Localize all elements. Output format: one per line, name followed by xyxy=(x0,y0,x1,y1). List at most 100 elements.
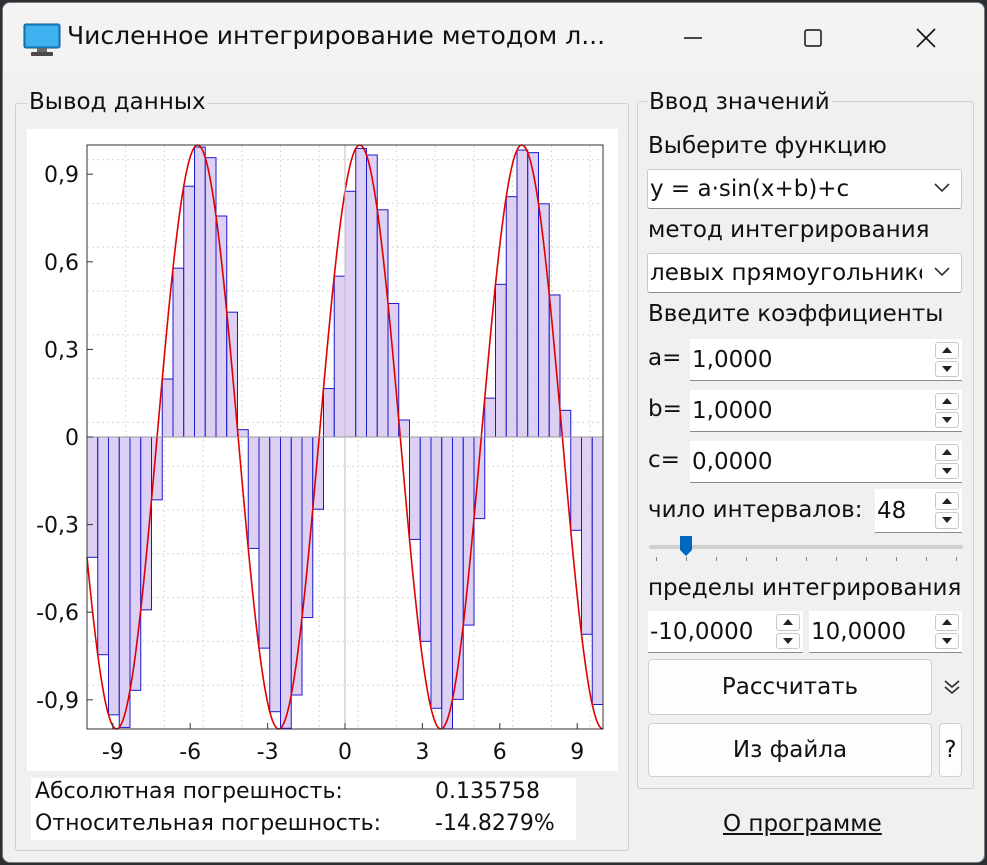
x-tick-label: -3 xyxy=(257,740,279,765)
integration-bar xyxy=(441,436,453,730)
output-group xyxy=(15,103,629,851)
rel-error-label: Относительная погрешность: xyxy=(35,811,382,836)
title-bar: Численное интегрирование методом л... xyxy=(3,3,984,73)
integration-bar xyxy=(516,149,529,438)
triangle-up-icon xyxy=(942,619,952,626)
intervals-spinbox[interactable]: 48 xyxy=(875,489,962,533)
integration-bar xyxy=(247,436,260,549)
intervals-increment-button[interactable] xyxy=(935,492,959,510)
integration-bar xyxy=(237,429,249,438)
lower-limit-value: -10,0000 xyxy=(650,618,754,645)
c-decrement-button[interactable] xyxy=(935,462,959,479)
integration-bar xyxy=(505,196,518,438)
window-title: Численное интегрирование методом л... xyxy=(67,21,606,50)
upper-limit-value: 10,0000 xyxy=(811,618,907,645)
slider-tick xyxy=(716,557,717,561)
from-file-button[interactable]: Из файла xyxy=(648,723,932,777)
lower-limit-spinbox[interactable]: -10,0000 xyxy=(648,611,803,653)
a-increment-button[interactable] xyxy=(935,342,959,359)
function-label: Выберите функцию xyxy=(648,133,887,159)
integration-bar xyxy=(581,436,593,635)
triangle-down-icon xyxy=(942,467,952,474)
function-select-value: y = a·sin(x+b)+c xyxy=(650,176,850,202)
b-spinbox[interactable]: 1,0000 xyxy=(690,390,962,432)
integration-bar xyxy=(452,436,464,700)
abs-error-value: 0.135758 xyxy=(435,779,540,804)
overflow-chevrons-icon[interactable] xyxy=(943,679,961,695)
upper-limit-spinbox[interactable]: 10,0000 xyxy=(809,611,962,653)
output-group-title: Вывод данных xyxy=(27,89,208,115)
method-label: метод интегрирования xyxy=(648,217,930,243)
c-spinbox[interactable]: 0,0000 xyxy=(690,441,962,483)
x-tick-label: 6 xyxy=(493,740,507,765)
y-tick-label: -0,6 xyxy=(36,601,79,626)
method-select[interactable]: левых прямоугольников xyxy=(647,253,962,293)
integration-bar xyxy=(409,436,421,540)
b-increment-button[interactable] xyxy=(935,393,959,410)
slider-tick xyxy=(956,557,957,561)
minimize-icon xyxy=(684,37,702,39)
triangle-up-icon xyxy=(783,619,793,626)
slider-handle[interactable] xyxy=(679,535,693,557)
slider-tick xyxy=(836,557,837,561)
upper-limit-increment-button[interactable] xyxy=(935,614,959,631)
a-label: a= xyxy=(648,345,682,371)
integration-bar xyxy=(183,185,195,438)
minimize-button[interactable] xyxy=(633,3,753,73)
a-spinbox[interactable]: 1,0000 xyxy=(690,339,962,381)
slider-tick xyxy=(776,557,777,561)
rel-error-value: -14.8279% xyxy=(435,811,555,836)
close-button[interactable] xyxy=(866,3,984,73)
y-tick-label: -0,3 xyxy=(36,514,79,539)
chevron-down-icon xyxy=(934,183,950,193)
abs-error-label: Абсолютная погрешность: xyxy=(35,779,343,804)
integration-bar xyxy=(430,436,443,709)
y-tick-label: 0 xyxy=(65,426,79,451)
slider-track xyxy=(649,545,963,549)
y-tick-label: 0,6 xyxy=(44,251,79,276)
y-tick-label: -0,9 xyxy=(36,689,79,714)
a-decrement-button[interactable] xyxy=(935,360,959,377)
limits-label: пределы интегрирования xyxy=(648,575,962,601)
help-button[interactable]: ? xyxy=(939,723,962,777)
intervals-label: чило интервалов: xyxy=(648,497,863,523)
integration-bar xyxy=(355,147,367,438)
c-value: 0,0000 xyxy=(692,448,773,475)
x-tick-label: -9 xyxy=(102,740,124,765)
integration-bar xyxy=(215,215,228,438)
c-increment-button[interactable] xyxy=(935,444,959,461)
slider-tick xyxy=(926,557,927,561)
x-tick-label: -6 xyxy=(179,740,201,765)
about-link[interactable]: О программе xyxy=(723,811,882,837)
integration-bar xyxy=(86,436,99,558)
y-tick-label: 0,3 xyxy=(44,338,79,363)
maximize-button[interactable] xyxy=(753,3,873,73)
integration-bar xyxy=(484,397,496,438)
triangle-up-icon xyxy=(942,347,952,354)
results-panel: Абсолютная погрешность: 0.135758 Относит… xyxy=(31,778,576,840)
function-select[interactable]: y = a·sin(x+b)+c xyxy=(647,169,962,209)
slider-thumb-icon xyxy=(680,536,692,556)
method-select-value: левых прямоугольников xyxy=(650,260,922,286)
integration-bar xyxy=(194,146,206,438)
integration-bar xyxy=(118,436,131,728)
triangle-down-icon xyxy=(942,365,952,372)
integration-bar xyxy=(419,436,432,642)
slider-tick xyxy=(896,557,897,561)
lower-limit-increment-button[interactable] xyxy=(776,614,800,631)
integration-bar xyxy=(591,436,604,706)
lower-limit-decrement-button[interactable] xyxy=(776,632,800,649)
calculate-button[interactable]: Рассчитать xyxy=(648,659,932,715)
intervals-slider[interactable] xyxy=(649,535,963,565)
integration-bar xyxy=(333,275,346,438)
integration-bar xyxy=(258,436,271,649)
triangle-down-icon xyxy=(942,637,952,644)
integration-chart: -9 -6 -3 0 3 6 9 0,9 0,6 0,3 0 -0,3 -0,6 -0,9 xyxy=(36,144,604,765)
slider-tick xyxy=(656,557,657,561)
triangle-down-icon xyxy=(783,637,793,644)
b-decrement-button[interactable] xyxy=(935,411,959,428)
slider-tick xyxy=(866,557,867,561)
intervals-decrement-button[interactable] xyxy=(935,511,959,529)
upper-limit-decrement-button[interactable] xyxy=(935,632,959,649)
x-tick-label: 0 xyxy=(338,740,352,765)
